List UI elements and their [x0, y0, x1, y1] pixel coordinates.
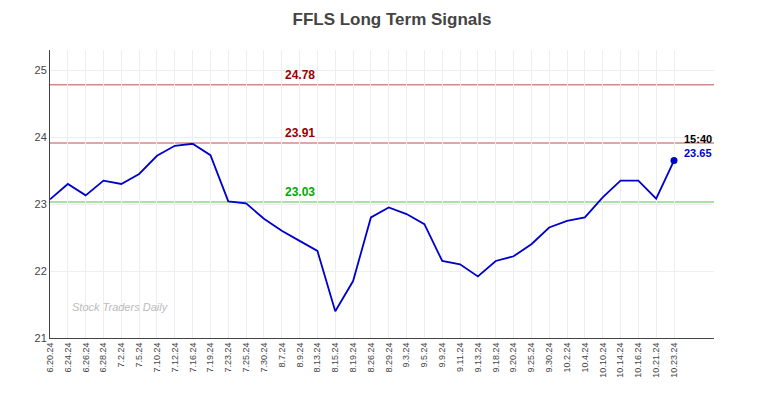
svg-text:Stock Traders Daily: Stock Traders Daily [72, 301, 169, 313]
svg-text:8.9.24: 8.9.24 [295, 343, 305, 368]
svg-text:7.19.24: 7.19.24 [205, 343, 215, 373]
svg-text:10.14.24: 10.14.24 [615, 343, 625, 378]
svg-text:8.15.24: 8.15.24 [330, 343, 340, 373]
svg-text:23.91: 23.91 [285, 126, 315, 140]
svg-text:10.21.24: 10.21.24 [651, 343, 661, 378]
svg-text:8.26.24: 8.26.24 [366, 343, 376, 373]
svg-text:23: 23 [35, 198, 47, 210]
svg-text:24.78: 24.78 [285, 68, 315, 82]
svg-text:9.11.24: 9.11.24 [455, 343, 465, 372]
svg-text:9.3.24: 9.3.24 [401, 343, 411, 368]
svg-text:8.7.24: 8.7.24 [277, 343, 287, 368]
svg-text:6.28.24: 6.28.24 [98, 343, 108, 373]
svg-text:9.25.24: 9.25.24 [526, 343, 536, 373]
svg-text:7.25.24: 7.25.24 [241, 343, 251, 373]
svg-text:23.65: 23.65 [684, 147, 712, 159]
svg-text:7.5.24: 7.5.24 [134, 343, 144, 368]
svg-text:FFLS Long Term Signals: FFLS Long Term Signals [293, 10, 492, 29]
svg-text:7.30.24: 7.30.24 [259, 343, 269, 373]
svg-text:9.13.24: 9.13.24 [473, 343, 483, 373]
svg-text:10.4.24: 10.4.24 [580, 343, 590, 373]
svg-text:21: 21 [35, 332, 47, 344]
svg-text:9.18.24: 9.18.24 [491, 343, 501, 373]
svg-text:8.19.24: 8.19.24 [348, 343, 358, 373]
svg-text:10.2.24: 10.2.24 [562, 343, 572, 373]
svg-text:22: 22 [35, 265, 47, 277]
svg-text:24: 24 [35, 131, 47, 143]
svg-text:9.9.24: 9.9.24 [437, 343, 447, 368]
svg-text:7.12.24: 7.12.24 [170, 343, 180, 373]
svg-text:7.23.24: 7.23.24 [223, 343, 233, 373]
svg-text:10.16.24: 10.16.24 [633, 343, 643, 378]
svg-text:9.5.24: 9.5.24 [419, 343, 429, 368]
svg-text:6.26.24: 6.26.24 [81, 343, 91, 373]
svg-text:8.29.24: 8.29.24 [384, 343, 394, 373]
svg-text:7.16.24: 7.16.24 [188, 343, 198, 373]
svg-text:10.23.24: 10.23.24 [669, 343, 679, 378]
svg-text:7.10.24: 7.10.24 [152, 343, 162, 373]
svg-text:10.10.24: 10.10.24 [598, 343, 608, 378]
svg-text:9.30.24: 9.30.24 [544, 343, 554, 373]
svg-text:6.24.24: 6.24.24 [63, 343, 73, 373]
svg-text:6.20.24: 6.20.24 [45, 343, 55, 373]
svg-text:8.13.24: 8.13.24 [312, 343, 322, 373]
svg-text:7.2.24: 7.2.24 [116, 343, 126, 368]
svg-text:25: 25 [35, 64, 47, 76]
svg-text:23.03: 23.03 [285, 185, 315, 199]
svg-text:15:40: 15:40 [684, 133, 712, 145]
svg-text:9.20.24: 9.20.24 [508, 343, 518, 373]
